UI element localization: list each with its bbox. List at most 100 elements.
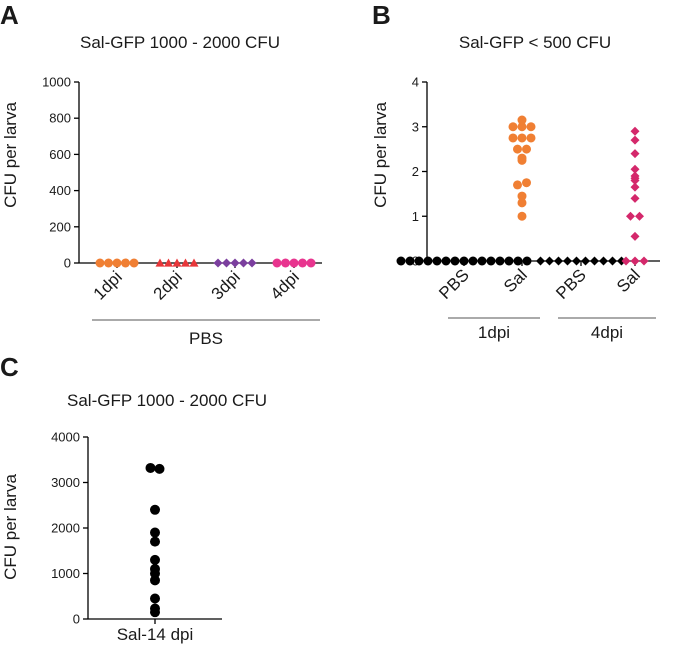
data-point <box>495 256 505 266</box>
data-point <box>112 258 122 268</box>
data-point <box>150 536 160 547</box>
data-point <box>95 258 105 268</box>
data-point <box>630 164 640 174</box>
data-point <box>563 256 572 266</box>
data-point <box>181 258 190 267</box>
data-point <box>432 256 442 266</box>
panel-a-group-label: PBS <box>189 329 223 348</box>
y-tick-label: 400 <box>49 183 71 198</box>
data-point <box>405 256 415 266</box>
panel-b-ytick-labels: 01234 <box>412 75 419 269</box>
panel-c-data-points <box>145 462 165 618</box>
y-tick-label: 3 <box>412 119 419 134</box>
data-point <box>639 256 649 266</box>
data-point <box>441 256 451 266</box>
data-point <box>477 256 487 266</box>
panel-a-ytick-labels: 0 200 400 600 800 1000 <box>42 75 71 271</box>
data-point <box>522 178 531 188</box>
data-point <box>450 256 460 266</box>
data-point <box>164 258 173 267</box>
panel-a-ylabel: CFU per larva <box>1 102 20 208</box>
panel-b-group-label-4dpi: 4dpi <box>591 323 623 342</box>
panel-c: C Sal-GFP 1000 - 2000 CFU CFU per larva … <box>0 352 267 644</box>
y-tick-label: 4 <box>412 75 419 90</box>
data-point <box>513 256 523 266</box>
y-tick-label: 600 <box>49 147 71 162</box>
panel-a-title: Sal-GFP 1000 - 2000 CFU <box>80 33 280 52</box>
data-point <box>599 256 608 266</box>
panel-c-ytick-labels: 0 1000 2000 3000 4000 <box>51 430 80 627</box>
panel-b-axes <box>422 81 660 266</box>
data-point <box>508 133 518 143</box>
data-point <box>581 256 590 266</box>
x-category-label: Sal <box>613 265 644 296</box>
panel-a: A Sal-GFP 1000 - 2000 CFU CFU per larva … <box>0 0 322 348</box>
data-point <box>150 554 160 565</box>
data-point <box>635 211 644 221</box>
y-tick-label: 0 <box>73 612 80 627</box>
data-point <box>150 563 160 574</box>
x-category-label: Sal-14 dpi <box>117 625 194 644</box>
data-point <box>298 258 307 268</box>
data-point <box>222 258 231 268</box>
x-category-label: PBS <box>435 265 472 302</box>
data-point <box>508 122 518 132</box>
data-point <box>630 231 640 241</box>
data-point <box>545 256 554 266</box>
data-point <box>630 135 640 145</box>
data-point <box>289 258 299 268</box>
panel-c-axes <box>83 436 222 624</box>
data-point <box>626 211 635 221</box>
x-category-label: Sal <box>500 265 531 296</box>
x-category-label: 2dpi <box>150 267 186 303</box>
y-tick-label: 4000 <box>51 430 80 445</box>
data-point <box>150 603 160 614</box>
x-category-label: 1dpi <box>90 267 126 303</box>
data-point <box>281 258 290 268</box>
data-point <box>396 256 406 266</box>
data-point <box>621 256 631 266</box>
data-point <box>630 171 640 181</box>
y-tick-label: 2000 <box>51 521 80 536</box>
data-point <box>306 258 316 268</box>
y-tick-label: 1 <box>412 209 419 224</box>
data-point <box>104 258 113 268</box>
data-point <box>517 191 527 201</box>
data-point <box>630 193 640 203</box>
panel-b-group-label-1dpi: 1dpi <box>478 323 510 342</box>
y-tick-label: 800 <box>49 111 71 126</box>
data-point <box>414 256 424 266</box>
panel-c-x-labels: Sal-14 dpi <box>117 625 194 644</box>
data-point <box>247 258 257 268</box>
data-point <box>423 256 433 266</box>
y-tick-label: 3000 <box>51 475 80 490</box>
x-category-label: 3dpi <box>208 267 244 303</box>
data-point <box>517 115 527 125</box>
data-point <box>517 133 527 143</box>
data-point <box>536 256 545 266</box>
data-point <box>213 258 223 268</box>
data-point <box>513 180 522 190</box>
y-tick-label: 0 <box>64 256 71 271</box>
x-category-label: 4dpi <box>267 267 303 303</box>
panel-b: B Sal-GFP < 500 CFU CFU per larva 01234 … <box>371 0 660 342</box>
panel-a-x-labels: 1dpi 2dpi 3dpi 4dpi <box>90 267 303 303</box>
data-point <box>526 122 536 132</box>
data-point <box>517 198 527 208</box>
panel-b-ylabel: CFU per larva <box>371 102 390 208</box>
data-point <box>150 593 160 604</box>
data-point <box>590 256 599 266</box>
data-point <box>239 258 248 268</box>
panel-b-x-labels: PBS Sal PBS Sal <box>435 265 643 302</box>
data-point <box>517 153 527 163</box>
panel-c-ylabel: CFU per larva <box>1 474 20 580</box>
panel-letter-a: A <box>0 0 19 30</box>
panel-b-data-points <box>396 115 649 266</box>
data-point <box>630 149 640 159</box>
data-point <box>572 256 581 266</box>
data-point <box>522 256 532 266</box>
data-point <box>155 258 165 267</box>
data-point <box>468 256 478 266</box>
data-point <box>189 258 199 267</box>
